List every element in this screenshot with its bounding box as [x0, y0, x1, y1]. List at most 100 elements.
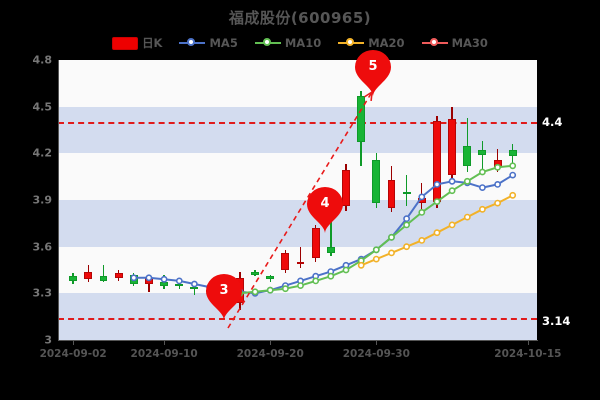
ma-point-MA10 [478, 168, 486, 176]
ma-point-MA10 [494, 163, 501, 171]
ma-point-MA5 [403, 215, 410, 223]
ma-point-MA5 [190, 280, 198, 288]
candle-body [508, 150, 517, 157]
y-axis-tick-label: 3 [44, 333, 52, 347]
ma-point-MA5 [433, 181, 441, 188]
price-tag-3.14: 3.14 [542, 314, 571, 328]
ma-point-MA5 [509, 171, 517, 179]
candle-body [387, 179, 396, 208]
ma-point-MA5 [145, 274, 153, 282]
candle-body [84, 271, 93, 280]
ma-point-MA10 [312, 277, 320, 285]
candle-body [372, 159, 381, 204]
marker-label: 4 [320, 196, 330, 211]
y-axis-tick-label: 4.2 [32, 146, 53, 160]
legend-item-MA30[interactable]: MA30 [421, 36, 488, 50]
x-axis-tick-label: 2024-09-02 [39, 348, 107, 360]
legend-item-MA10[interactable]: MA10 [254, 36, 322, 50]
candle-body [190, 287, 199, 290]
legend-item-MA20[interactable]: MA20 [338, 36, 405, 50]
x-axis-tick-label: 2024-10-15 [494, 348, 562, 360]
ma-point-MA10 [509, 162, 517, 170]
ma-point-MA5 [448, 177, 456, 185]
ma-point-MA20 [357, 261, 365, 269]
x-axis-tick [376, 340, 378, 345]
candle-wick [405, 175, 408, 207]
ma-point-MA5 [418, 193, 426, 201]
legend-item-MA5[interactable]: MA5 [179, 36, 238, 50]
ma-point-MA10 [297, 282, 304, 289]
candle-wick [512, 144, 514, 169]
ma-point-MA20 [418, 236, 426, 244]
page-title: 福成股份(600965) [228, 9, 372, 27]
ma-point-MA20 [433, 229, 441, 237]
y-axis-tick-label: 4.5 [32, 100, 53, 114]
ma-point-MA20 [403, 243, 410, 251]
ma-point-MA20 [463, 213, 471, 221]
y-axis-tick-label: 4.8 [32, 53, 53, 67]
candle-body [448, 119, 457, 176]
ma-point-MA10 [433, 198, 441, 205]
ma-point-MA5 [175, 277, 183, 285]
ma-point-MA20 [478, 205, 486, 213]
marker-pin-3[interactable]: 3 [204, 274, 244, 320]
plot-area [58, 60, 537, 340]
candle-body [99, 276, 108, 281]
pin-shape-icon [355, 50, 391, 96]
legend-label: MA30 [451, 36, 488, 50]
ma-point-MA10 [448, 187, 456, 195]
x-axis-tick-label: 2024-09-30 [342, 348, 410, 360]
candle-body [160, 282, 169, 286]
legend-swatch-line-icon [338, 37, 365, 49]
candle-body [69, 276, 78, 281]
moving-average-lines [130, 162, 517, 297]
ma-point-MA10 [418, 208, 426, 216]
ma-point-MA5 [494, 181, 501, 188]
x-axis-line [58, 340, 538, 341]
candle-body [402, 192, 411, 195]
candle-wick [481, 140, 484, 174]
y-axis-tick-label: 3.9 [32, 193, 53, 207]
legend-item-日K[interactable]: 日K [112, 35, 162, 51]
legend-swatch-line-icon [179, 37, 206, 49]
legend-swatch-line-icon [254, 37, 281, 49]
candle-body [478, 150, 487, 155]
marker-label: 5 [368, 59, 378, 74]
legend-label: 日K [142, 36, 163, 50]
x-axis-tick-label: 2024-09-10 [130, 348, 198, 360]
x-axis-tick [73, 340, 75, 345]
legend-label: MA5 [209, 36, 238, 50]
ma-point-MA10 [372, 246, 380, 254]
ma-point-MA10 [463, 177, 471, 185]
ma-point-MA5 [478, 184, 486, 191]
ma-point-MA10 [342, 266, 350, 274]
ma-point-MA20 [388, 249, 395, 257]
y-axis-tick-label: 3.6 [32, 240, 53, 254]
legend-label: MA20 [368, 36, 405, 50]
x-axis-tick [270, 340, 272, 345]
ma-point-MA20 [372, 255, 380, 263]
y-axis-tick-label: 3.3 [32, 286, 53, 300]
ma-point-MA10 [388, 233, 395, 241]
marker-pin-5[interactable]: 5 [353, 50, 393, 96]
chart-legend: 日K MA5 MA10 MA20 MA30 [0, 33, 600, 53]
candle-wick [466, 117, 468, 172]
ma-point-MA10 [403, 221, 410, 229]
candle-wick [148, 276, 150, 292]
x-axis-tick [164, 340, 166, 345]
x-axis-tick [527, 340, 529, 345]
ma-point-MA5 [130, 274, 138, 282]
legend-label: MA10 [284, 36, 322, 50]
ma-point-MA20 [448, 221, 456, 229]
candle-body [175, 284, 184, 286]
ma-point-MA20 [494, 199, 501, 207]
candle-body [114, 273, 123, 278]
price-tag-4.4: 4.4 [542, 115, 563, 129]
ma-point-MA10 [251, 288, 259, 296]
ma-point-MA5 [160, 275, 168, 283]
marker-label: 3 [219, 283, 229, 298]
x-axis-tick-label: 2024-09-20 [236, 348, 304, 360]
marker-pin-4[interactable]: 4 [305, 187, 345, 233]
ma-point-MA10 [266, 286, 274, 294]
